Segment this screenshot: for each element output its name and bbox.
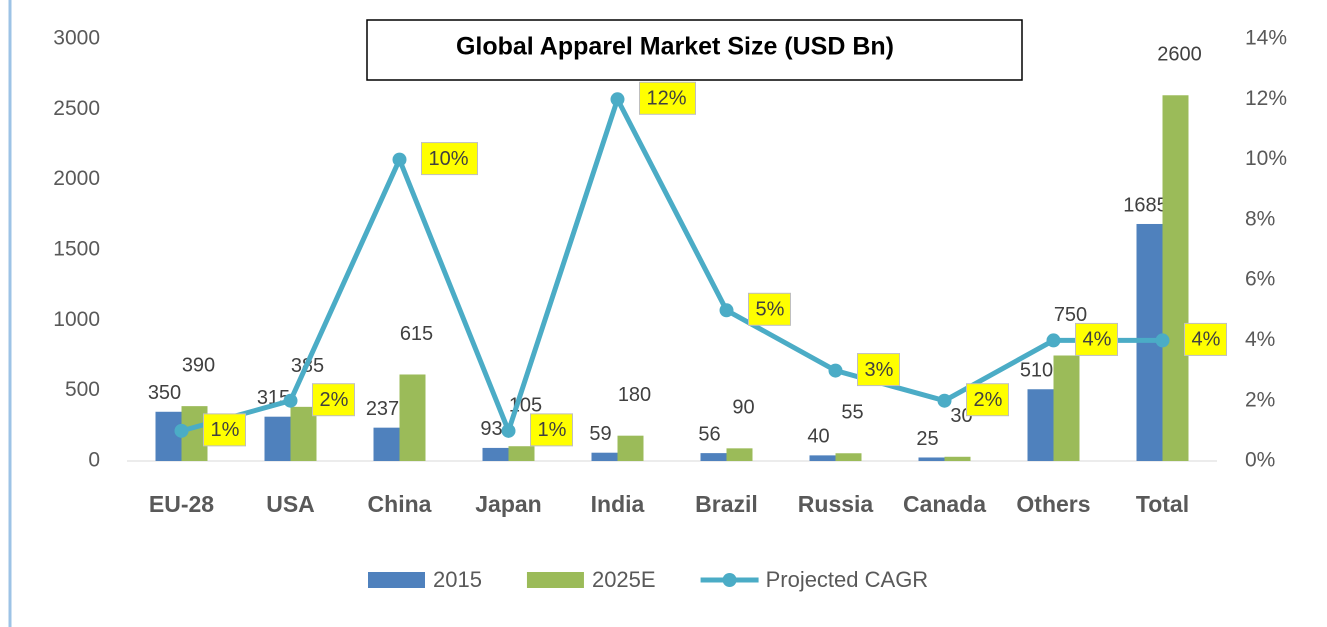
bar-value-label: 56 [698,423,720,445]
x-tick-label: China [368,491,432,517]
y-tick-label: 500 [65,378,100,401]
data-label-box [312,383,355,417]
data-label-box [966,383,1009,417]
line-value-label: 3% [865,359,894,381]
y-tick-label: 2000 [53,167,100,190]
line-value-label: 4% [1192,329,1221,351]
legend-swatch [368,572,425,588]
y2-tick-label: 0% [1245,449,1275,472]
x-tick-label: Canada [903,491,986,517]
y2-tick-label: 4% [1245,328,1275,351]
line-point [719,303,734,318]
y-tick-label: 1500 [53,238,100,261]
x-tick-label: India [591,491,645,517]
bar-value-label: 59 [589,423,611,445]
bar [700,453,727,461]
bar-value-label: 615 [400,323,433,345]
bar [373,427,400,461]
legend-swatch [526,572,584,588]
line-series [180,92,1163,439]
bar [835,453,862,461]
bar-value-label: 510 [1020,360,1053,382]
line-value-label: 2% [974,389,1003,411]
bar-value-label: 237 [366,398,399,420]
bar [482,447,509,461]
data-label-box [421,142,478,176]
bar-value-label: 350 [148,382,181,404]
chart-title: Global Apparel Market Size (USD Bn) [456,33,894,61]
x-tick-label: Brazil [695,491,758,517]
y-tick-label: 3000 [53,27,100,50]
x-tick-label: Total [1136,491,1189,517]
legend-label: 2015 [433,567,482,592]
data-label-box [530,413,573,447]
data-label-box [748,292,791,326]
line-point [283,393,298,408]
bar [1162,95,1189,462]
data-label-box [639,81,696,115]
bar [155,411,182,461]
bar-value-label: 2600 [1157,44,1202,66]
legend-label: 2025E [592,567,656,592]
y2-tick-label: 8% [1245,207,1275,230]
bar-value-label: 25 [916,428,938,450]
bar [1027,389,1054,461]
line-point [392,152,407,167]
line-point [501,423,516,438]
x-tick-label: Russia [798,491,874,517]
line-point [1046,333,1061,348]
line-value-label: 1% [538,419,567,441]
bar [508,446,535,461]
bar [399,374,426,461]
data-label-box [857,353,900,387]
line-point [828,363,843,378]
bar [1053,355,1080,461]
y2-tick-label: 10% [1245,147,1287,170]
y2-tick-label: 12% [1245,87,1287,110]
bar-value-label: 55 [841,402,863,424]
bar [809,455,836,461]
line-value-label: 1% [211,419,240,441]
x-tick-label: Japan [475,491,541,517]
bar [726,448,753,461]
x-tick-label: EU-28 [149,491,214,517]
bar [944,456,971,461]
x-tick-label: USA [266,491,315,517]
bar-value-label: 180 [618,384,651,406]
bar [591,452,618,461]
line-point [174,423,189,438]
legend-swatch-point [722,573,737,587]
line-value-label: 10% [429,148,469,170]
y-tick-label: 0 [88,449,100,472]
title-box [366,19,1023,81]
y2-tick-label: 14% [1245,27,1287,50]
legend-label: Projected CAGR [766,567,929,592]
data-label-box [1184,322,1227,356]
line-point [610,92,625,107]
line-value-label: 5% [756,299,785,321]
line-point [1155,333,1170,348]
y2-tick-label: 6% [1245,268,1275,291]
y-tick-label: 1000 [53,308,100,331]
data-label-box [203,413,246,447]
bar-value-label: 90 [732,397,754,419]
bar [617,435,644,461]
bar-value-label: 40 [807,426,829,448]
data-label-box [1075,322,1118,356]
x-tick-label: Others [1016,491,1090,517]
bar [264,416,291,461]
line-value-label: 12% [647,88,687,110]
line-point [937,393,952,408]
y2-tick-label: 2% [1245,388,1275,411]
line-value-label: 4% [1083,329,1112,351]
bar-value-label: 390 [182,354,215,376]
bar-value-label: 93 [480,418,502,440]
line-value-label: 2% [320,389,349,411]
bar-value-label: 1685 [1123,194,1168,216]
bar [918,457,945,461]
bar-value-label: 750 [1054,304,1087,326]
y-tick-label: 2500 [53,97,100,120]
